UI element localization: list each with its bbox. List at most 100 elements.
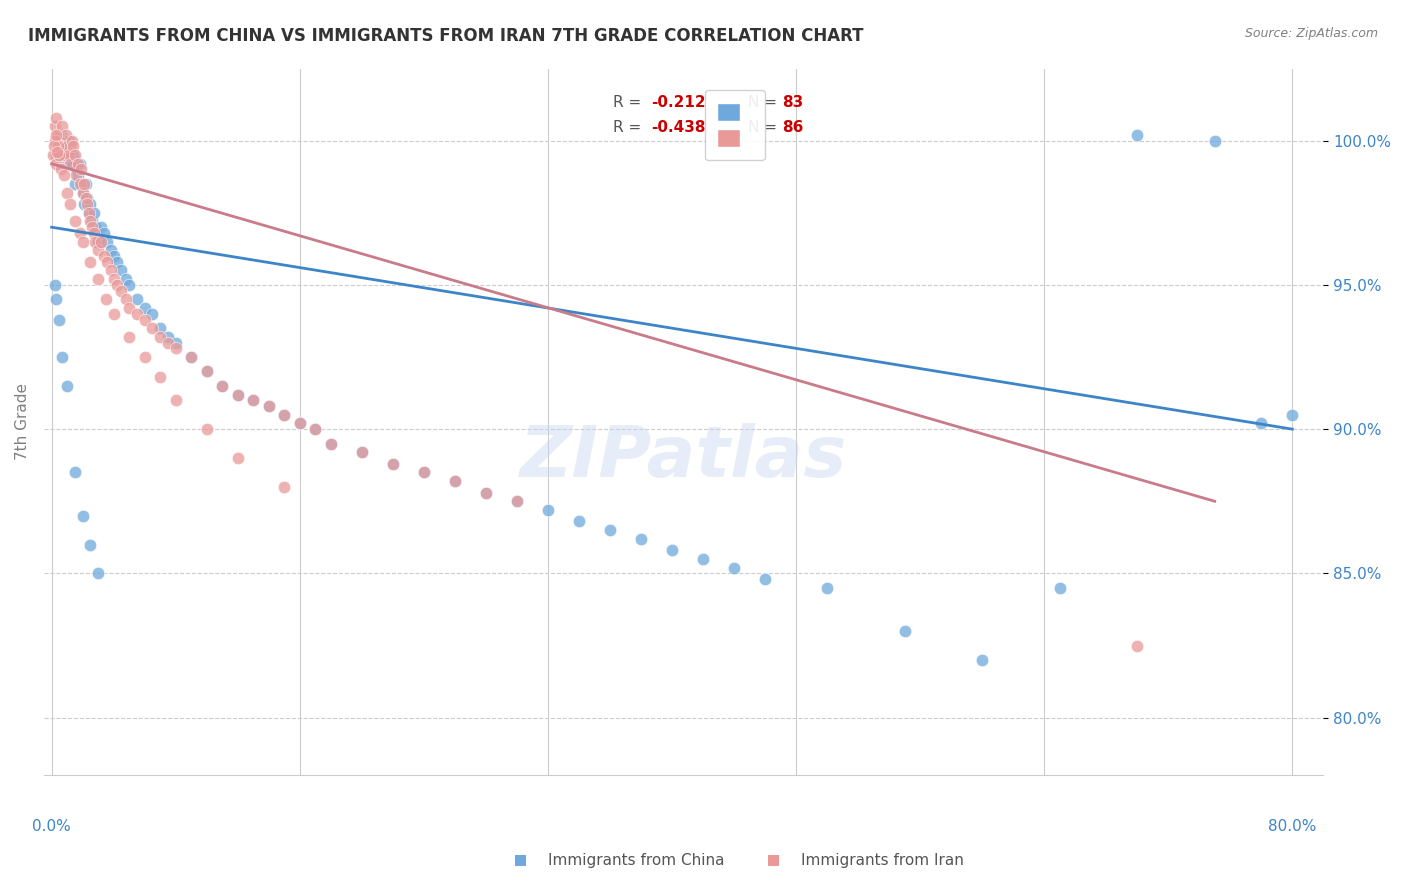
Point: [506, 494, 529, 508]
Point: [115, 272, 138, 286]
Point: [242, 393, 264, 408]
Y-axis label: 7th Grade: 7th Grade: [15, 384, 30, 460]
Point: [83, 226, 105, 240]
Point: [149, 321, 172, 335]
Point: [56, 139, 79, 153]
Point: [69, 177, 91, 191]
Point: [568, 515, 591, 529]
Point: [754, 572, 776, 586]
Point: [59, 197, 82, 211]
Point: [53, 168, 76, 182]
Point: [84, 220, 107, 235]
Point: [412, 466, 434, 480]
Point: [66, 157, 89, 171]
Point: [77, 206, 100, 220]
Point: [73, 197, 96, 211]
Point: [506, 494, 529, 508]
Point: [444, 474, 467, 488]
Point: [55, 128, 77, 142]
Point: [195, 364, 218, 378]
Point: [44, 120, 66, 134]
Text: 86: 86: [782, 120, 803, 135]
Point: [319, 436, 342, 450]
Point: [242, 393, 264, 408]
Point: [630, 532, 652, 546]
Point: [149, 370, 172, 384]
Point: [62, 139, 84, 153]
Point: [100, 244, 122, 258]
Point: [103, 307, 125, 321]
Legend: , : ,: [704, 90, 765, 160]
Point: [661, 543, 683, 558]
Point: [350, 445, 373, 459]
Point: [51, 120, 73, 134]
Point: [73, 177, 96, 191]
Point: [48, 148, 70, 162]
Text: 0.0%: 0.0%: [32, 819, 72, 834]
Text: Source: ZipAtlas.com: Source: ZipAtlas.com: [1244, 27, 1378, 40]
Point: [100, 263, 122, 277]
Point: [1126, 639, 1149, 653]
Point: [51, 350, 73, 364]
Point: [103, 249, 125, 263]
Point: [49, 139, 72, 153]
Point: [475, 485, 498, 500]
Point: [381, 457, 404, 471]
Point: [599, 523, 621, 537]
Point: [70, 177, 93, 191]
Text: ▪: ▪: [766, 849, 780, 869]
Point: [211, 379, 233, 393]
Point: [90, 220, 112, 235]
Point: [1126, 128, 1149, 142]
Point: [537, 503, 560, 517]
Point: [1049, 581, 1071, 595]
Point: [55, 157, 77, 171]
Point: [156, 330, 179, 344]
Point: [1281, 408, 1303, 422]
Point: [45, 293, 67, 307]
Point: [62, 148, 84, 162]
Point: [412, 466, 434, 480]
Point: [134, 301, 156, 315]
Point: [118, 277, 141, 292]
Point: [80, 220, 103, 235]
Point: [288, 417, 311, 431]
Point: [70, 162, 93, 177]
Point: [56, 379, 79, 393]
Point: [79, 214, 101, 228]
Point: [118, 330, 141, 344]
Point: [58, 134, 80, 148]
Point: [165, 335, 187, 350]
Point: [87, 272, 110, 286]
Point: [63, 214, 86, 228]
Point: [692, 552, 714, 566]
Point: [72, 508, 94, 523]
Text: -0.438: -0.438: [651, 120, 706, 135]
Point: [94, 293, 117, 307]
Point: [972, 653, 994, 667]
Point: [87, 235, 110, 249]
Point: [45, 157, 67, 171]
Point: [63, 466, 86, 480]
Point: [83, 206, 105, 220]
Point: [110, 263, 132, 277]
Point: [44, 277, 66, 292]
Point: [273, 408, 295, 422]
Text: ▪: ▪: [513, 849, 527, 869]
Point: [195, 364, 218, 378]
Point: [53, 134, 76, 148]
Point: [211, 379, 233, 393]
Text: ZIPatlas: ZIPatlas: [520, 423, 848, 491]
Point: [273, 408, 295, 422]
Point: [65, 168, 87, 182]
Point: [66, 168, 89, 182]
Point: [134, 312, 156, 326]
Point: [42, 139, 65, 153]
Point: [93, 226, 115, 240]
Text: IMMIGRANTS FROM CHINA VS IMMIGRANTS FROM IRAN 7TH GRADE CORRELATION CHART: IMMIGRANTS FROM CHINA VS IMMIGRANTS FROM…: [28, 27, 863, 45]
Point: [48, 134, 70, 148]
Point: [69, 157, 91, 171]
Text: 83: 83: [782, 95, 803, 111]
Point: [44, 134, 66, 148]
Point: [45, 148, 67, 162]
